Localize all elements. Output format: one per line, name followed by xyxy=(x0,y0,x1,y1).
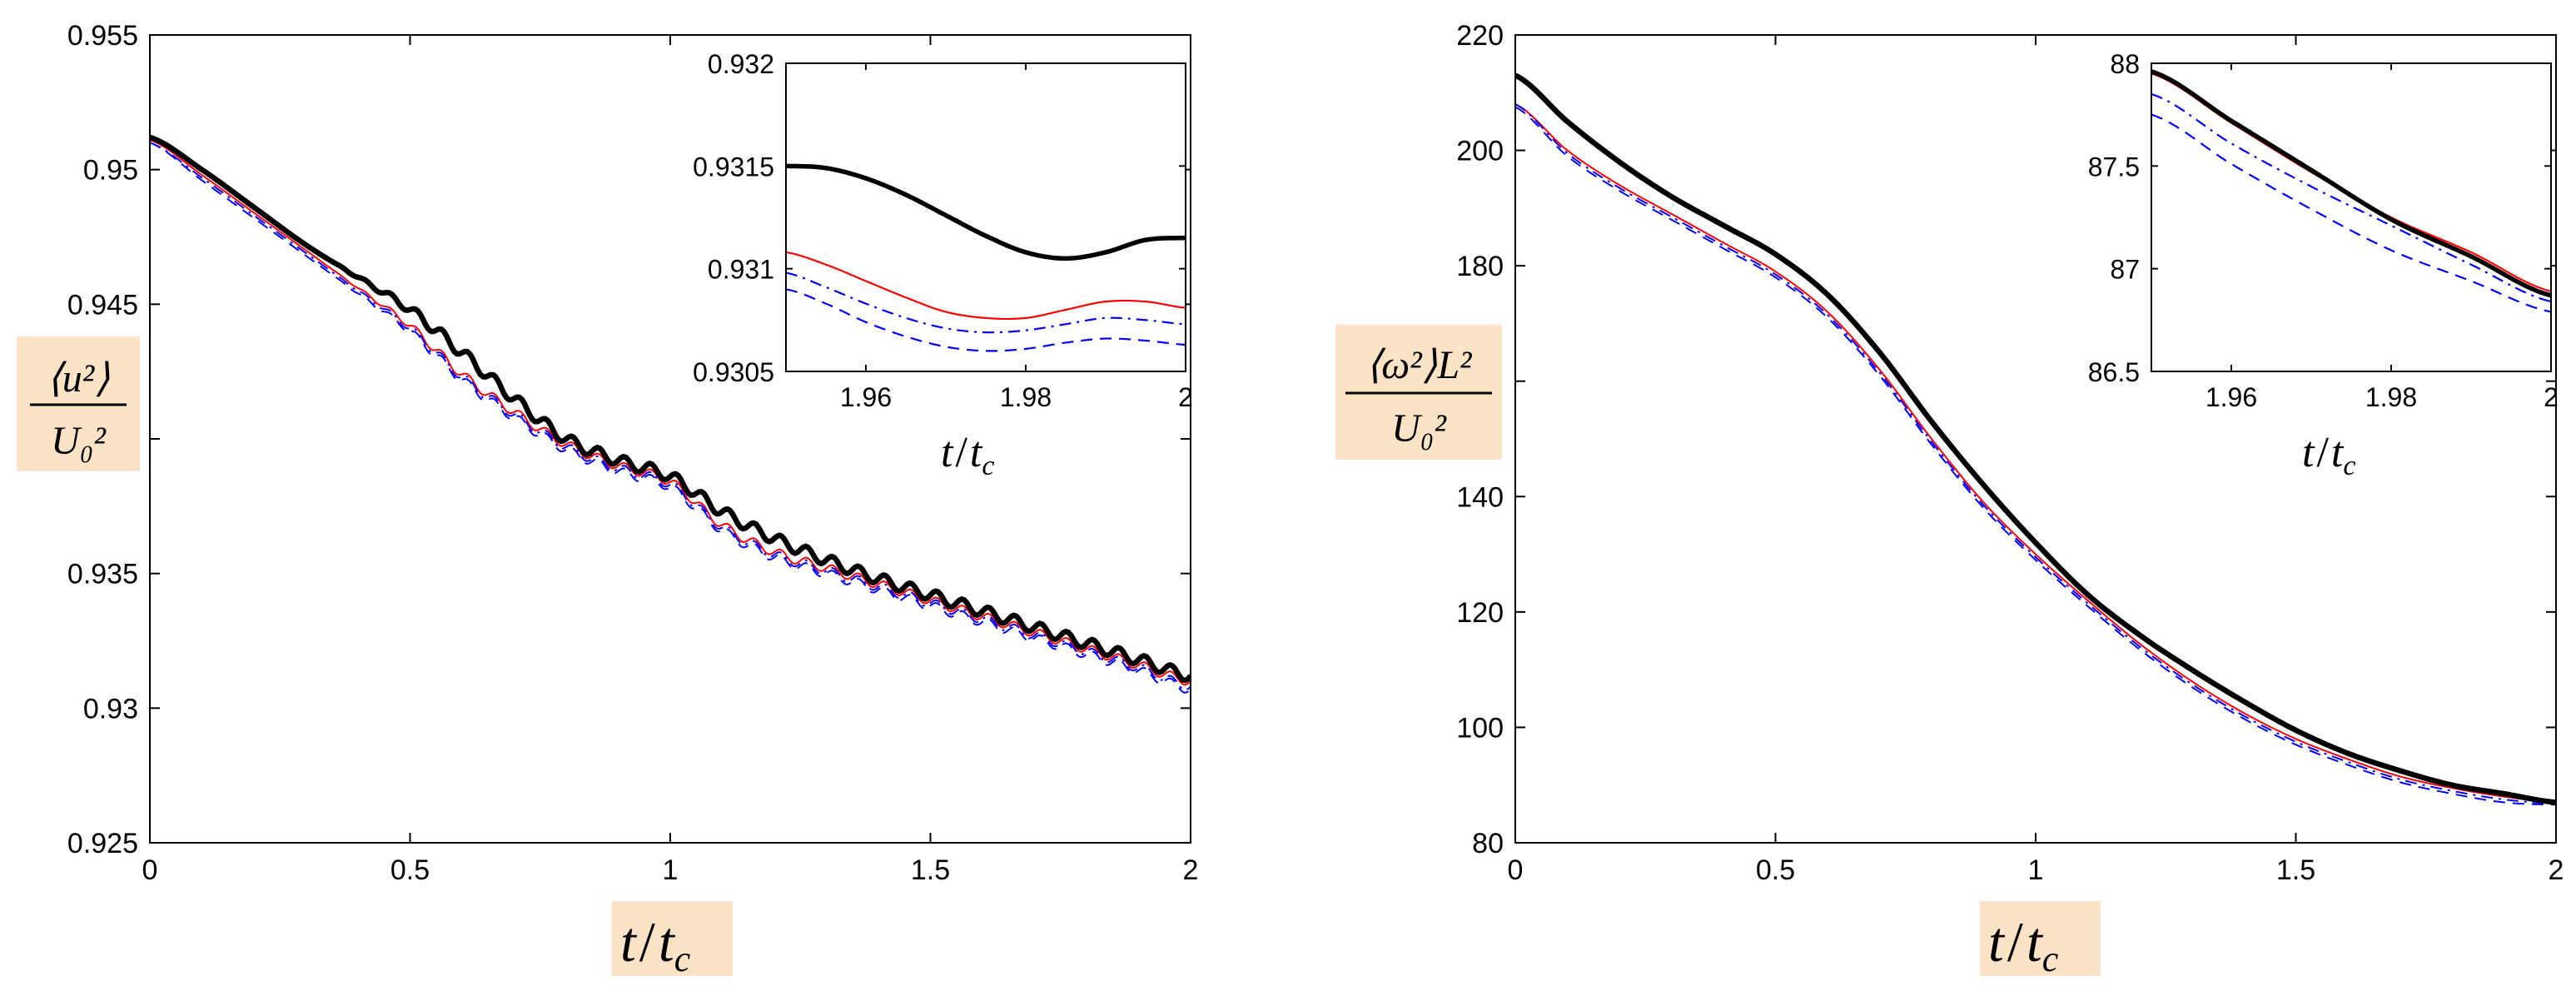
right-main-xtick-label: 2 xyxy=(2549,854,2564,886)
right-inset-plot-frame xyxy=(2151,62,2552,372)
left-main-series-blue-dashed xyxy=(150,142,1191,694)
right-inset-xlabel: t/tc xyxy=(2302,429,2355,481)
xlabel-t: t xyxy=(1988,910,2006,974)
inset-xlabel-t: t xyxy=(2302,429,2315,476)
left-main-series-thick-black xyxy=(150,134,1191,684)
right-main-ytick-label: 80 xyxy=(1472,828,1504,859)
left-inset-ticks: 1.96 1.98 2 0.9305 0.931 0.9315 0.932 xyxy=(693,49,1193,412)
left-main-xtick-label: 0 xyxy=(142,854,158,886)
svg-text:t/tc: t/tc xyxy=(1988,910,2059,979)
right-main-ytick-label: 100 xyxy=(1456,712,1504,744)
right-main-ytick-label: 140 xyxy=(1456,481,1504,513)
left-main-ylabel-den: U₀² xyxy=(51,419,107,463)
inset-xlabel-slash: / xyxy=(2316,429,2329,476)
xlabel-t2: t xyxy=(2026,910,2044,974)
left-main-ytick-label: 0.945 xyxy=(67,289,138,321)
left-main-xtick-label: 1 xyxy=(663,854,679,886)
inset-xlabel-t2: t xyxy=(2331,429,2345,476)
right-inset-chart: 1.96 1.98 2 86.5 87 87.5 88 t/tc xyxy=(2088,49,2559,481)
right-main-ytick-label: 200 xyxy=(1456,136,1504,167)
left-inset-series-thick-black xyxy=(786,163,1186,261)
inset-xlabel-slash: / xyxy=(955,429,967,476)
left-inset-ytick-label: 0.931 xyxy=(708,255,774,285)
right-main-ytick-label: 180 xyxy=(1456,251,1504,282)
right-inset-series-blue-dash-dot xyxy=(2151,92,2551,303)
right-inset-series-blue-dashed xyxy=(2151,113,2551,313)
right-main-series-blue-dash-dot xyxy=(1515,103,2556,804)
right-main-series xyxy=(1515,72,2556,806)
left-main-xtick-label: 2 xyxy=(1183,854,1199,886)
xlabel-slash: / xyxy=(639,910,655,974)
left-main-xtick-label: 0.5 xyxy=(390,854,430,886)
xlabel-t: t xyxy=(620,910,638,974)
right-inset-xtick-label: 1.98 xyxy=(2365,382,2417,412)
left-main-series-red-solid xyxy=(150,139,1191,686)
right-inset-ytick-label: 88 xyxy=(2110,49,2140,79)
right-main-ytick-label: 220 xyxy=(1456,20,1504,52)
right-main-xtick-label: 1.5 xyxy=(2276,854,2315,886)
right-main-xlabel-bg xyxy=(1980,901,2101,976)
inset-xlabel-sub-c: c xyxy=(2343,451,2355,481)
xlabel-sub-c: c xyxy=(2042,939,2059,979)
right-main-ylabel: ⟨ω²⟩L² U₀² xyxy=(1335,325,1502,460)
left-inset-xtick-label: 2 xyxy=(1178,382,1193,412)
xlabel-sub-c: c xyxy=(674,939,691,979)
right-main-xlabel: t/tc xyxy=(1980,901,2101,979)
xlabel-t2: t xyxy=(659,910,676,974)
right-inset-ticks: 1.96 1.98 2 86.5 87 87.5 88 xyxy=(2088,49,2559,412)
left-inset-ytick-label: 0.932 xyxy=(708,49,774,79)
left-main-ytick-label: 0.935 xyxy=(67,559,138,590)
left-inset-xtick-label: 1.96 xyxy=(840,382,892,412)
right-main-ylabel-num: ⟨ω²⟩L² xyxy=(1366,343,1473,387)
left-inset-ytick-label: 0.9305 xyxy=(693,357,774,387)
inset-xlabel-t: t xyxy=(941,429,954,476)
right-inset-series-thick-black xyxy=(2151,69,2551,298)
right-main-ylabel-den: U₀² xyxy=(1391,406,1447,451)
right-main-series-blue-dashed xyxy=(1515,106,2556,806)
left-main-ytick-label: 0.925 xyxy=(67,828,138,859)
inset-xlabel-sub-c: c xyxy=(982,451,994,481)
left-main-xlabel-bg xyxy=(612,901,733,976)
left-inset-chart: 1.96 1.98 2 0.9305 0.931 0.9315 0.932 t/tc xyxy=(693,49,1193,481)
right-main-ytick-label: 120 xyxy=(1456,597,1504,629)
right-inset-ytick-label: 86.5 xyxy=(2088,357,2140,387)
left-inset-ytick-label: 0.9315 xyxy=(693,152,774,182)
right-main-xtick-label: 0 xyxy=(1508,854,1524,886)
left-inset-series-blue-dash-dot xyxy=(786,271,1186,334)
left-inset-series-red-solid xyxy=(786,251,1186,321)
left-main-series-blue-dash-dot xyxy=(150,142,1191,691)
right-main-xtick-label: 0.5 xyxy=(1756,854,1795,886)
right-inset-xtick-label: 2 xyxy=(2544,382,2559,412)
svg-text:t/tc: t/tc xyxy=(620,910,691,979)
inset-xlabel-t2: t xyxy=(970,429,983,476)
right-main-ticks: 0 0.5 1 1.5 2 80 100 120 140 180 200 220 xyxy=(1456,20,2564,886)
xlabel-slash: / xyxy=(2007,910,2023,974)
right-main-series-thick-black xyxy=(1515,72,2556,805)
left-inset-series xyxy=(786,163,1186,352)
left-main-xlabel: t/tc xyxy=(612,901,733,979)
right-inset-ytick-label: 87.5 xyxy=(2088,152,2140,182)
left-main-xtick-label: 1.5 xyxy=(911,854,950,886)
left-inset-xlabel: t/tc xyxy=(941,429,994,481)
left-inset-plot-frame xyxy=(785,62,1186,372)
left-main-ticks: 0 0.5 1 1.5 2 0.925 0.93 0.935 0.945 0.95 0.955 xyxy=(67,20,1199,886)
left-inset-background xyxy=(786,63,1186,371)
left-main-ytick-label: 0.93 xyxy=(83,693,138,725)
left-main-ytick-label: 0.955 xyxy=(67,20,138,52)
left-main-series xyxy=(150,134,1191,694)
left-main-ylabel-num: ⟨u²⟩ xyxy=(47,356,110,401)
left-inset-xtick-label: 1.98 xyxy=(1000,382,1052,412)
right-inset-ytick-label: 87 xyxy=(2110,255,2140,285)
right-main-xtick-label: 1 xyxy=(2028,854,2044,886)
left-main-ytick-label: 0.95 xyxy=(83,155,138,187)
left-main-ylabel: ⟨u²⟩ U₀² xyxy=(17,336,140,471)
right-inset-series xyxy=(2151,69,2551,313)
right-inset-xtick-label: 1.96 xyxy=(2206,382,2257,412)
right-main-series-red-solid xyxy=(1515,103,2556,804)
